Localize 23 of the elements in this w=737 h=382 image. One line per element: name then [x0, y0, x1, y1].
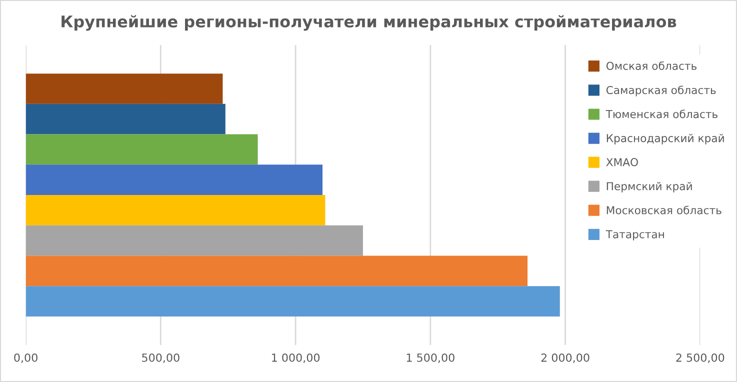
x-tick-label: 500,00 — [142, 353, 180, 364]
x-tick-label: 1 500,00 — [406, 353, 454, 364]
x-tick-label: 0,00 — [14, 353, 38, 364]
chart-title: Крупнейшие регионы-получатели минеральных стройматериалов — [62, 15, 676, 31]
bar — [26, 74, 223, 104]
bar — [26, 195, 326, 226]
bar — [26, 225, 363, 256]
legend-label: Татарстан — [606, 230, 664, 240]
legend-label: Омская область — [606, 61, 697, 70]
legend-label: Самарская область — [606, 86, 716, 96]
bar — [26, 104, 226, 134]
x-tick-label: 2 500,00 — [676, 353, 724, 364]
bar — [26, 134, 258, 165]
x-tick-label: 1 000,00 — [272, 353, 320, 364]
bar — [26, 256, 528, 286]
legend-label: Краснодарский край — [606, 134, 724, 144]
bar — [26, 164, 323, 196]
x-tick-label: 2 000,00 — [541, 353, 590, 364]
legend-label: ХМАО — [606, 158, 638, 166]
legend-label: Тюменская область — [606, 110, 718, 118]
legend-label: Пермский край — [606, 182, 692, 192]
legend-label: Московская область — [606, 206, 722, 214]
bar — [26, 286, 560, 316]
